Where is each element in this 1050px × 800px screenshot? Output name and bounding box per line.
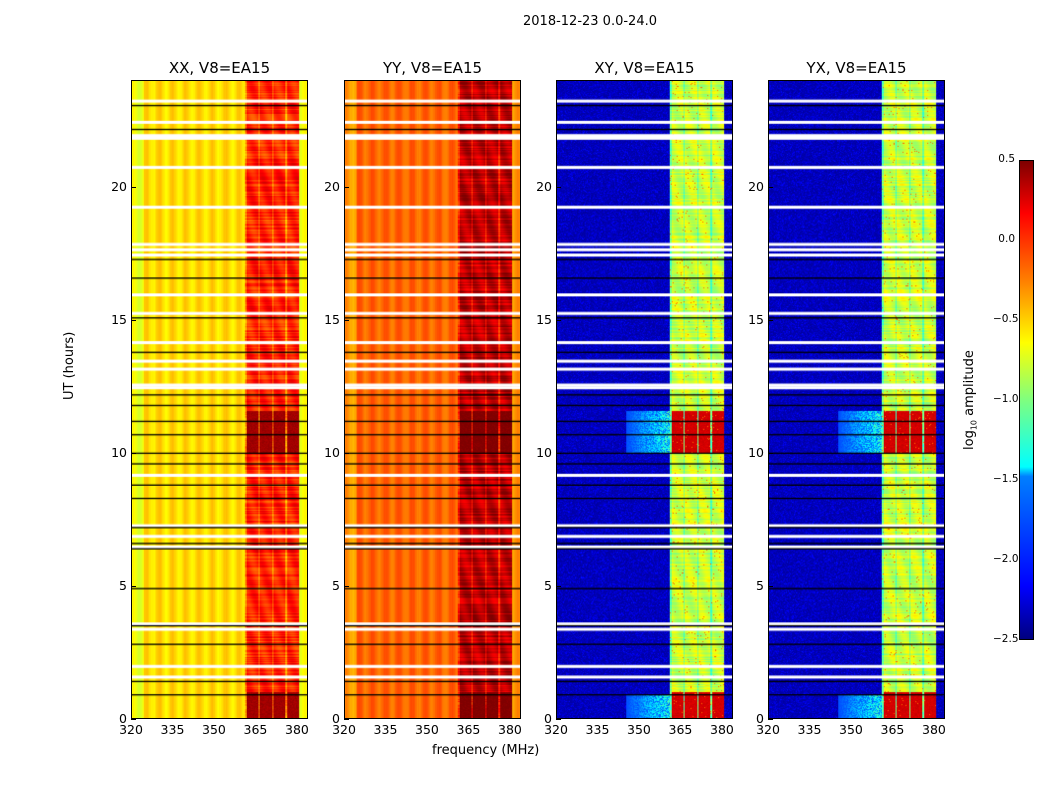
heatmap-image xyxy=(345,81,520,718)
y-tick-label: 5 xyxy=(332,577,340,593)
panel-title: YY, V8=EA15 xyxy=(382,59,483,77)
y-tick-mark xyxy=(768,319,773,321)
y-tick-mark xyxy=(344,719,349,720)
y-tick-label: 15 xyxy=(748,311,764,327)
panel-title: XY, V8=EA15 xyxy=(594,59,695,77)
y-tick-label: 20 xyxy=(536,178,552,194)
heatmap-panel-3 xyxy=(768,80,945,719)
x-tick-label: 380 xyxy=(285,722,309,737)
y-tick-mark xyxy=(344,585,349,587)
x-tick-label: 380 xyxy=(498,722,522,737)
y-tick-label: 10 xyxy=(536,444,552,460)
heatmap-image xyxy=(132,81,307,718)
y-tick-label: 10 xyxy=(324,444,340,460)
colorbar xyxy=(1019,160,1034,640)
y-tick-label: 5 xyxy=(119,577,127,593)
y-tick-label: 10 xyxy=(111,444,127,460)
colorbar-tick-label: −2.5 xyxy=(993,633,1019,645)
x-tick-label: 350 xyxy=(415,722,439,737)
colorbar-tick-label: 0.5 xyxy=(998,153,1015,165)
y-tick-mark xyxy=(131,186,136,188)
x-axis-label: frequency (MHz) xyxy=(432,743,540,758)
heatmap-image xyxy=(557,81,732,718)
panel-title: YX, V8=EA15 xyxy=(806,59,907,77)
y-tick-label: 15 xyxy=(111,311,127,327)
y-tick-label: 20 xyxy=(324,178,340,194)
y-axis-label: UT (hours) xyxy=(62,331,77,400)
x-tick-label: 380 xyxy=(710,722,734,737)
x-tick-label: 365 xyxy=(243,722,268,737)
y-tick-mark xyxy=(768,452,773,454)
y-tick-mark xyxy=(556,719,561,720)
y-tick-mark xyxy=(131,585,136,587)
y-tick-mark xyxy=(344,452,349,454)
y-tick-mark xyxy=(131,719,136,720)
heatmap-image xyxy=(769,81,944,718)
colorbar-tick-label: 0.0 xyxy=(998,233,1015,245)
y-tick-label: 15 xyxy=(324,311,340,327)
x-tick-label: 350 xyxy=(627,722,651,737)
x-tick-label: 320 xyxy=(119,722,143,737)
x-tick-label: 335 xyxy=(585,722,610,737)
x-tick-label: 335 xyxy=(160,722,185,737)
y-tick-label: 0 xyxy=(756,711,764,726)
y-tick-mark xyxy=(556,186,561,188)
x-tick-label: 350 xyxy=(839,722,863,737)
y-tick-label: 10 xyxy=(748,444,764,460)
heatmap-panel-2 xyxy=(556,80,733,719)
x-tick-label: 380 xyxy=(922,722,946,737)
y-tick-label: 0 xyxy=(544,711,552,726)
y-tick-mark xyxy=(344,319,349,321)
x-tick-label: 365 xyxy=(880,722,905,737)
y-tick-label: 0 xyxy=(119,711,127,726)
y-tick-label: 20 xyxy=(111,178,127,194)
y-tick-mark xyxy=(768,186,773,188)
x-tick-label: 320 xyxy=(544,722,568,737)
colorbar-tick-label: −1.0 xyxy=(993,393,1019,405)
y-tick-mark xyxy=(556,585,561,587)
y-tick-mark xyxy=(131,452,136,454)
heatmap-panel-0 xyxy=(131,80,308,719)
y-tick-mark xyxy=(768,719,773,720)
x-tick-label: 350 xyxy=(202,722,226,737)
x-tick-label: 335 xyxy=(373,722,398,737)
x-tick-label: 335 xyxy=(797,722,822,737)
y-tick-mark xyxy=(556,452,561,454)
colorbar-label: log10 amplitude xyxy=(962,350,979,450)
figure-title: 2018-12-23 0.0-24.0 xyxy=(523,14,657,29)
y-tick-mark xyxy=(344,186,349,188)
x-tick-label: 365 xyxy=(456,722,481,737)
colorbar-tick-label: −0.5 xyxy=(993,313,1019,325)
x-tick-label: 320 xyxy=(332,722,356,737)
y-tick-label: 15 xyxy=(536,311,552,327)
y-tick-mark xyxy=(768,585,773,587)
y-tick-label: 5 xyxy=(756,577,764,593)
colorbar-tick-label: −1.5 xyxy=(993,473,1019,485)
y-tick-label: 0 xyxy=(332,711,340,726)
colorbar-tick-label: −2.0 xyxy=(993,553,1019,565)
panel-title: XX, V8=EA15 xyxy=(168,59,271,77)
x-tick-label: 320 xyxy=(756,722,780,737)
heatmap-panel-1 xyxy=(344,80,521,719)
y-tick-label: 5 xyxy=(544,577,552,593)
y-tick-mark xyxy=(131,319,136,321)
y-tick-mark xyxy=(556,319,561,321)
x-tick-label: 365 xyxy=(668,722,693,737)
y-tick-label: 20 xyxy=(748,178,764,194)
